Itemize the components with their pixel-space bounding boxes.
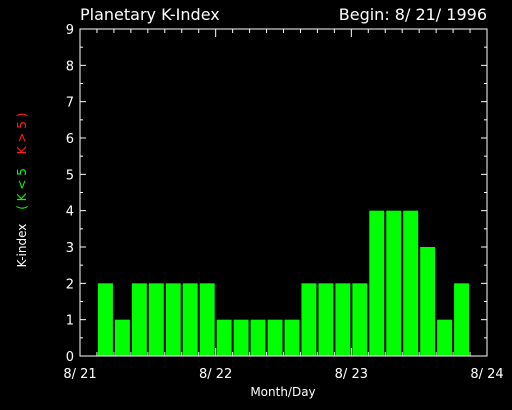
chart-ticks: 0 1 2 3 4 5 6 7 8 9 8/ 21 8/ 22 8/ 23 8/ 24 bbox=[63, 23, 503, 382]
x-tick-label: 8/ 22 bbox=[199, 367, 232, 382]
k-index-bar bbox=[335, 283, 351, 356]
k-index-bar bbox=[233, 319, 249, 356]
k-index-bar bbox=[182, 283, 198, 356]
x-tick-label: 8/ 21 bbox=[63, 367, 96, 382]
y-tick-label: 8 bbox=[66, 59, 74, 74]
k-index-bar bbox=[114, 319, 130, 356]
k-index-bar bbox=[301, 283, 317, 356]
k-index-bar bbox=[352, 283, 368, 356]
svg-text:K-index ( K < 5 K: K-index ( K < 5 K > 5 ) bbox=[15, 113, 29, 268]
k-index-bar bbox=[437, 319, 453, 356]
y-tick-label: 4 bbox=[66, 205, 74, 220]
y-tick-label: 5 bbox=[66, 168, 74, 183]
y-axis-label-low: ( K < 5 bbox=[15, 168, 29, 210]
k-index-bar bbox=[250, 319, 266, 356]
y-axis-label-high: K > 5 ) bbox=[15, 113, 29, 155]
begin-date-label: Begin: 8/ 21/ 1996 bbox=[339, 5, 487, 24]
k-index-bar bbox=[284, 319, 300, 356]
y-tick-label: 7 bbox=[66, 96, 74, 111]
k-index-bar bbox=[131, 283, 147, 356]
k-index-bar bbox=[420, 247, 436, 356]
k-index-bar bbox=[97, 283, 113, 356]
k-index-bar bbox=[386, 210, 402, 356]
x-axis-label: Month/Day bbox=[250, 385, 315, 399]
k-index-bar bbox=[216, 319, 232, 356]
k-index-bar bbox=[165, 283, 181, 356]
k-index-bar bbox=[267, 319, 283, 356]
k-index-bar bbox=[318, 283, 334, 356]
y-tick-label: 2 bbox=[66, 277, 74, 292]
k-index-bar bbox=[199, 283, 215, 356]
y-axis-label: K-index ( K < 5 K > 5 ) bbox=[15, 113, 29, 268]
chart-title: Planetary K-Index bbox=[80, 5, 220, 24]
y-axis-label-kindex: K-index bbox=[15, 224, 29, 268]
y-tick-label: 3 bbox=[66, 241, 74, 256]
k-index-bar bbox=[454, 283, 470, 356]
y-tick-label: 9 bbox=[66, 23, 74, 38]
y-tick-label: 0 bbox=[66, 350, 74, 365]
y-tick-label: 1 bbox=[66, 314, 74, 329]
y-tick-label: 6 bbox=[66, 132, 74, 147]
k-index-bar bbox=[369, 210, 385, 356]
x-tick-label: 8/ 23 bbox=[335, 367, 368, 382]
k-index-bar bbox=[148, 283, 164, 356]
x-tick-label: 8/ 24 bbox=[470, 367, 503, 382]
bar-series bbox=[97, 210, 470, 356]
k-index-bar bbox=[403, 210, 419, 356]
